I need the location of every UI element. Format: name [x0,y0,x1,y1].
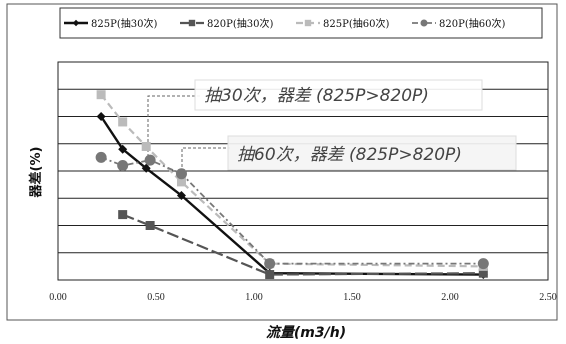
data-point [141,163,151,173]
annotation-1-box [194,79,483,111]
data-point [478,268,488,278]
legend-item: 825P(抽30次) [64,17,157,30]
legend-label: 825P(抽60次) [323,17,389,30]
data-point [118,144,128,154]
legend-label: 820P(抽60次) [439,17,505,30]
series-layer [95,90,489,280]
x-tick-label: 2.50 [539,292,557,303]
data-point [175,168,187,180]
annotation-2-text: 抽60次，器差 (825P>820P) [237,145,462,165]
data-point [477,258,489,270]
data-point [144,154,156,166]
data-point [141,141,151,151]
data-point [96,112,106,121]
data-point [264,258,276,270]
legend-label: 825P(抽30次) [91,17,157,30]
series-4 [95,151,489,270]
annotation-2-box [227,135,517,171]
x-tick-label: 1.00 [245,292,263,303]
data-point [96,90,106,100]
legend: 825P(抽30次) 820P(抽30次) 825P(抽60次) 820P(抽60次) [64,17,505,30]
annotation-2-leader [181,147,230,172]
legend-item: 820P(抽30次) [180,17,273,30]
x-axis-title: 流量(m3/h) [266,324,346,341]
annotation-1: 抽30次，器差 (825P>820P) [147,79,483,172]
x-tick-label: 2.00 [441,292,459,303]
legend-item: 820P(抽60次) [412,17,505,30]
series-line [100,94,484,268]
data-point [265,270,275,280]
x-tick-label: 1.50 [343,292,361,303]
series-2 [118,210,488,280]
annotation-2: 抽60次，器差 (825P>820P) [181,135,517,172]
series-line [122,213,484,276]
data-point [145,221,155,230]
legend-marker [188,19,196,27]
x-tick-labels: 0.00 0.50 1.00 1.50 2.00 2.50 [49,292,557,303]
data-point [118,210,128,220]
data-point [117,160,129,172]
data-point [95,151,107,163]
x-tick-label: 0.50 [147,292,165,303]
legend-marker [72,19,80,27]
legend-marker [420,19,428,27]
y-axis-title: 器差(%) [28,147,44,199]
data-point [176,177,186,187]
x-tick-label: 0.00 [49,292,67,303]
data-point [176,191,186,201]
data-point [118,117,128,127]
legend-marker [304,19,312,27]
legend-item: 825P(抽60次) [296,17,389,30]
annotation-1-text: 抽30次，器差 (825P>820P) [204,86,429,106]
legend-label: 820P(抽30次) [207,17,273,30]
